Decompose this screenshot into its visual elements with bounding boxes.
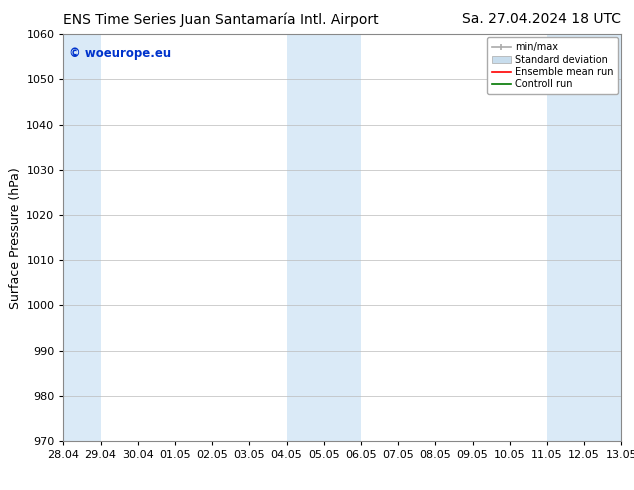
- Text: © woeurope.eu: © woeurope.eu: [69, 47, 171, 59]
- Legend: min/max, Standard deviation, Ensemble mean run, Controll run: min/max, Standard deviation, Ensemble me…: [487, 37, 618, 94]
- Bar: [287, 34, 361, 441]
- Bar: [547, 34, 621, 441]
- Bar: [63, 34, 101, 441]
- Y-axis label: Surface Pressure (hPa): Surface Pressure (hPa): [9, 167, 22, 309]
- Text: ENS Time Series Juan Santamaría Intl. Airport: ENS Time Series Juan Santamaría Intl. Ai…: [63, 12, 379, 27]
- Text: Sa. 27.04.2024 18 UTC: Sa. 27.04.2024 18 UTC: [462, 12, 621, 26]
